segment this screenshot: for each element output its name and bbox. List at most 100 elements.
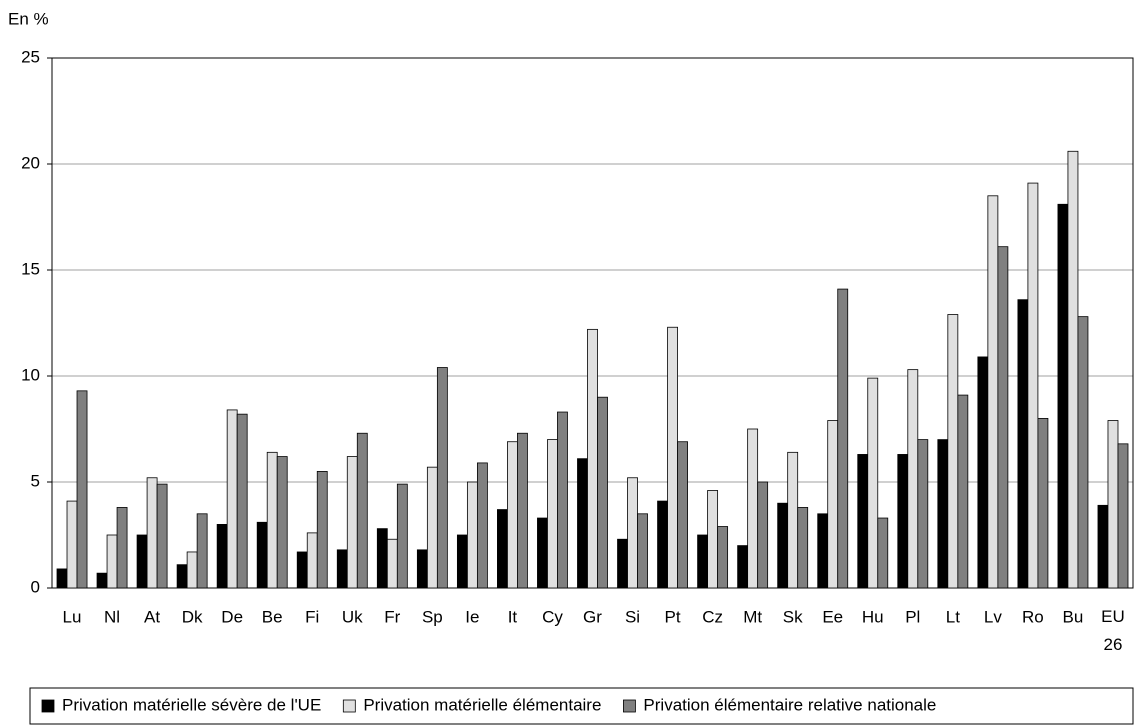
legend-label: Privation élémentaire relative nationale xyxy=(643,695,936,714)
x-tick-label: Lv xyxy=(984,607,1002,626)
bar xyxy=(787,451,799,589)
x-tick-label: Lu xyxy=(63,607,82,626)
bar xyxy=(997,246,1009,589)
bar xyxy=(667,326,678,589)
bar xyxy=(346,456,358,589)
bar xyxy=(146,477,158,589)
bar xyxy=(747,428,759,589)
bar xyxy=(557,411,568,589)
bar xyxy=(156,483,168,589)
bar xyxy=(977,356,989,589)
x-tick-label: Hu xyxy=(862,607,884,626)
y-tick-label: 15 xyxy=(21,259,40,278)
bar xyxy=(577,458,588,589)
bar xyxy=(306,532,318,589)
bar xyxy=(957,394,969,589)
legend-swatch xyxy=(41,699,55,713)
legend-label: Privation matérielle sévère de l'UE xyxy=(62,695,321,714)
y-tick-label: 5 xyxy=(31,471,40,490)
x-tick-label: Ie xyxy=(465,607,479,626)
x-tick-label: Ee xyxy=(822,607,843,626)
bar xyxy=(256,521,268,589)
y-axis-label: En % xyxy=(8,9,49,28)
bar xyxy=(947,314,959,589)
bar xyxy=(817,513,829,589)
bar xyxy=(697,534,709,589)
bar xyxy=(296,551,308,589)
y-tick-label: 20 xyxy=(21,153,40,172)
bar xyxy=(76,390,88,589)
bar xyxy=(216,524,228,589)
legend-box xyxy=(29,687,1134,725)
bar xyxy=(226,409,238,589)
legend-label: Privation matérielle élémentaire xyxy=(363,695,601,714)
bar xyxy=(547,439,558,589)
bar xyxy=(396,483,408,589)
bar xyxy=(837,288,849,589)
bar xyxy=(987,195,999,589)
y-tick-label: 0 xyxy=(31,577,40,596)
bar xyxy=(1017,299,1029,589)
x-tick-label: Cy xyxy=(542,607,563,626)
x-tick-label: Si xyxy=(625,607,640,626)
legend-swatch xyxy=(623,699,636,713)
x-tick-label: At xyxy=(144,607,160,626)
bar xyxy=(867,377,879,589)
bar xyxy=(416,549,428,589)
bar xyxy=(1107,420,1119,589)
bar xyxy=(677,441,688,589)
bar xyxy=(537,517,548,589)
bar xyxy=(376,528,388,589)
bar xyxy=(106,534,118,589)
bar xyxy=(466,481,478,589)
bar xyxy=(1037,417,1049,589)
y-tick-label: 10 xyxy=(21,365,40,384)
bar xyxy=(917,439,929,589)
bar xyxy=(1067,150,1079,589)
bar xyxy=(266,451,278,589)
x-tick-label: Sk xyxy=(783,607,803,626)
x-tick-label: Be xyxy=(262,607,283,626)
x-tick-label: Dk xyxy=(182,607,203,626)
bar xyxy=(937,439,949,589)
x-tick-label: Uk xyxy=(342,607,363,626)
bar xyxy=(1057,203,1069,589)
bar xyxy=(617,538,628,589)
bar xyxy=(597,396,608,589)
bar xyxy=(386,538,398,589)
legend-swatch xyxy=(342,699,356,713)
bar xyxy=(336,549,348,589)
bar xyxy=(236,413,248,589)
bar xyxy=(176,564,188,589)
x-tick-label: Lt xyxy=(946,607,960,626)
bar xyxy=(476,462,488,589)
bar xyxy=(717,526,729,589)
bar xyxy=(657,500,668,589)
x-tick-label: Gr xyxy=(583,607,602,626)
bar xyxy=(827,420,839,589)
bar xyxy=(1117,443,1129,589)
bar xyxy=(116,507,128,589)
bar xyxy=(456,534,468,589)
bar xyxy=(136,534,148,589)
bar xyxy=(857,454,869,589)
bar xyxy=(587,328,598,589)
bar xyxy=(627,477,638,589)
x-tick-label: Mt xyxy=(743,607,762,626)
bar xyxy=(1097,504,1109,589)
bar xyxy=(877,517,889,589)
x-tick-label: It xyxy=(508,607,518,626)
bar xyxy=(637,513,648,589)
bar xyxy=(897,454,909,589)
bar xyxy=(426,466,438,589)
y-tick-label: 25 xyxy=(21,47,40,66)
bar xyxy=(777,502,789,589)
x-tick-label: EU 26 xyxy=(1101,607,1125,654)
x-tick-label: Sp xyxy=(422,607,443,626)
bar xyxy=(276,456,288,589)
bar xyxy=(356,432,368,589)
bar xyxy=(1077,316,1089,589)
x-tick-label: Cz xyxy=(702,607,723,626)
x-tick-label: De xyxy=(221,607,243,626)
